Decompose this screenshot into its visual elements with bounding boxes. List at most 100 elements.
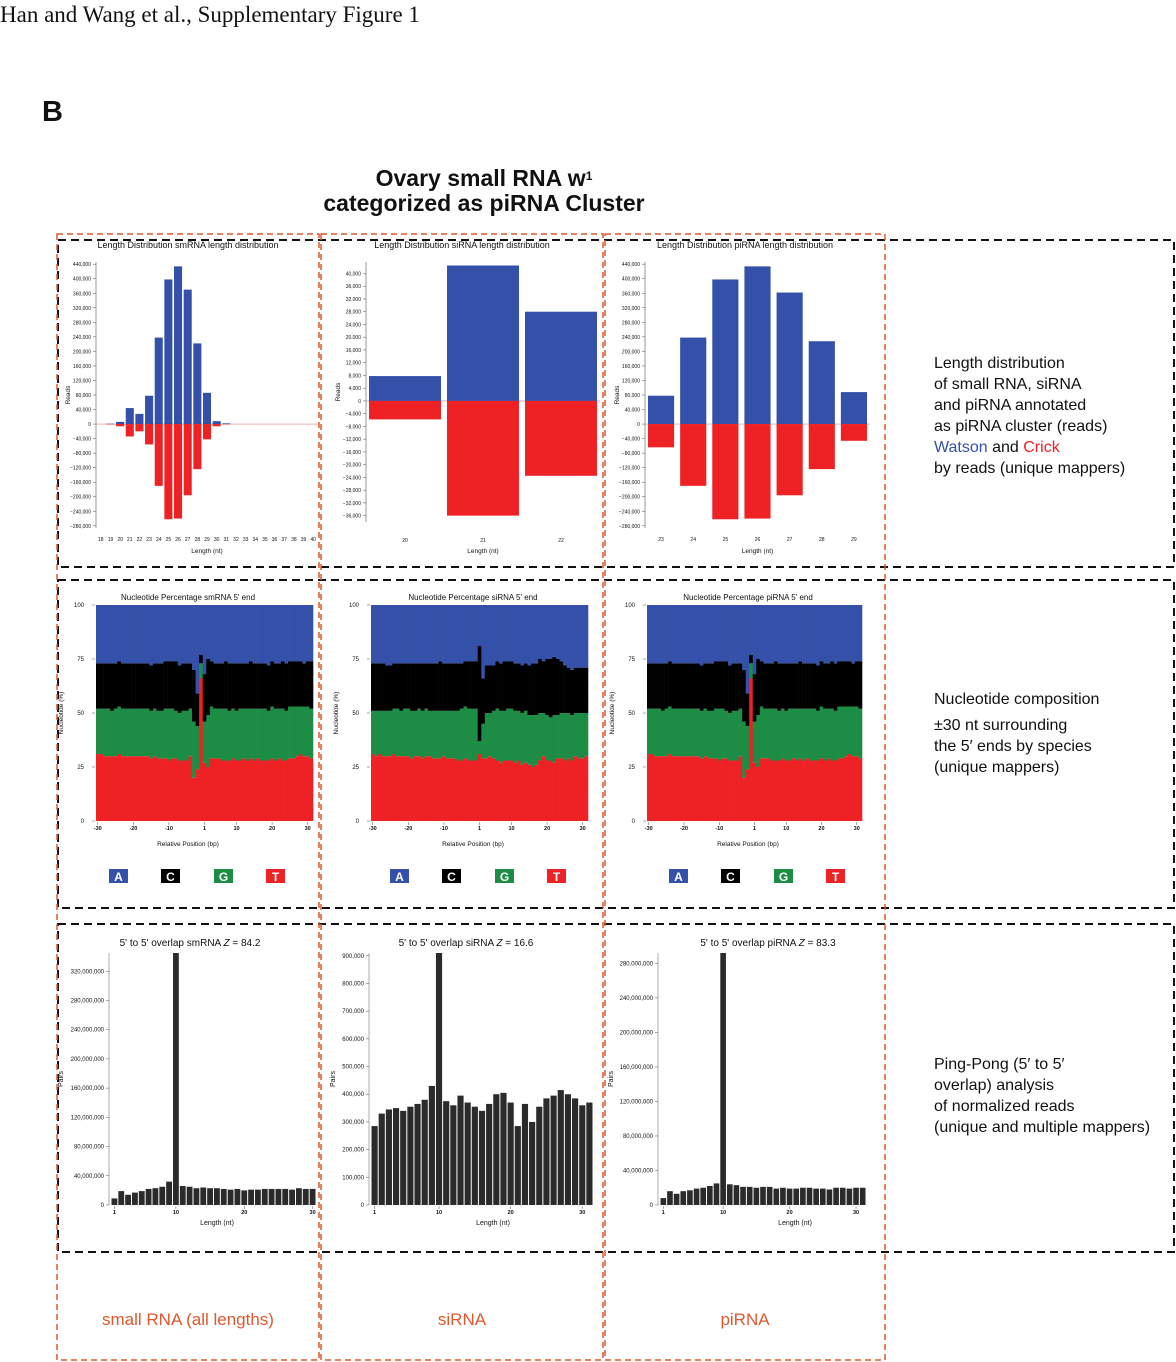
nucleotide-T-bar — [195, 769, 200, 821]
pingpong-bar — [514, 1126, 521, 1205]
nucleotide-A-bar — [227, 605, 232, 664]
nucleotide-C-bar — [410, 663, 414, 711]
figure-title-superscript: 1 — [585, 169, 593, 183]
y-tick-label: 0 — [632, 819, 636, 825]
nucleotide-G-bar — [395, 708, 400, 757]
nucleotide-C-bar — [491, 665, 496, 711]
nucleotide-A-bar — [657, 605, 662, 664]
nucleotide-A-bar — [474, 605, 479, 662]
y-tick-label: 360,000 — [73, 291, 91, 297]
nucleotide-T-bar — [756, 767, 761, 821]
y-tick-label: 120,000 — [622, 378, 640, 384]
nucleotide-C-bar — [99, 663, 104, 709]
nucleotide-G-bar — [463, 706, 468, 759]
crick-bar — [680, 424, 707, 486]
nucleotide-C-bar — [731, 663, 736, 711]
y-tick-label: 100 — [349, 603, 360, 609]
nucleotide-C-bar — [291, 661, 296, 707]
nucleotide-T-bar — [661, 756, 665, 821]
nucleotide-A-bar — [735, 605, 739, 664]
legend-C-label: C — [447, 870, 456, 884]
nucleotide-G-bar — [678, 708, 683, 757]
nucleotide-C-bar — [650, 663, 655, 709]
nucleotide-G-bar — [156, 710, 161, 759]
nucleotide-C-bar — [138, 663, 143, 709]
nucleotide-C-bar — [661, 663, 665, 711]
nucleotide-A-bar — [110, 605, 115, 664]
watson-bar — [193, 343, 202, 425]
y-tick-label: −32,000 — [343, 501, 361, 507]
y-tick-label: 160,000 — [622, 364, 640, 370]
pingpong-bar — [450, 1105, 457, 1205]
watson-bar — [776, 292, 803, 425]
nucleotide-A-bar — [160, 605, 164, 664]
y-tick-label: 80,000 — [625, 393, 641, 399]
nucleotide-C-bar — [202, 674, 207, 722]
y-tick-label: 440,000 — [73, 262, 91, 268]
pingpong-bar — [680, 1191, 687, 1205]
nucleotide-A-bar — [399, 605, 404, 664]
watson-bar — [145, 395, 154, 425]
nucleotide-C-bar — [830, 661, 835, 709]
column-label-small-rna: small RNA (all lengths) — [102, 1310, 274, 1329]
y-tick-label: −28,000 — [343, 488, 361, 494]
nucleotide-C-bar — [566, 667, 571, 713]
nucleotide-G-bar — [752, 721, 757, 763]
x-tick-label: 18 — [98, 537, 104, 543]
x-tick-label: 27 — [787, 537, 793, 543]
pingpong-row-description: Ping-Pong (5′ to 5′ overlap) analysis of… — [934, 1054, 1150, 1138]
nucleotide-C-bar — [573, 667, 578, 713]
nucleotide-G-bar — [721, 708, 725, 759]
nucleotide-G-bar — [770, 708, 775, 761]
crick-bar — [116, 424, 125, 427]
nucleotide-A-bar — [241, 605, 246, 664]
watson-bar — [116, 421, 125, 425]
nucleotide-T-bar — [241, 758, 246, 821]
y-tick-label: 80,000,000 — [74, 1145, 105, 1151]
legend-A-swatch — [109, 869, 128, 883]
pingpong-bar — [407, 1106, 414, 1205]
nucleotide-A-bar — [682, 605, 687, 664]
pingpong-bar — [806, 1187, 813, 1205]
nucleotide-G-bar — [234, 710, 239, 761]
nucleotide-G-bar — [149, 710, 154, 759]
y-tick-label: 280,000,000 — [620, 961, 654, 967]
nucleotide-A-bar — [854, 605, 859, 662]
nucleotide-A-bar — [403, 605, 407, 664]
nucleotide-G-bar — [385, 710, 390, 757]
nucleotide-A-bar — [371, 605, 375, 664]
pingpong-bar — [138, 1191, 145, 1205]
pingpong-bar — [839, 1187, 846, 1205]
crick-bar — [712, 424, 739, 520]
legend-T-label: T — [832, 870, 840, 884]
nucleotide-T-bar — [728, 760, 732, 821]
x-tick-label: -30 — [94, 826, 102, 832]
nucleotide-C-bar — [110, 663, 115, 711]
legend-G-swatch — [214, 869, 233, 883]
nucleotide-A-bar — [99, 605, 104, 664]
nucleotide-C-bar — [696, 663, 701, 709]
nucleotide-G-bar — [826, 708, 831, 759]
nucleotide-A-bar — [145, 605, 150, 664]
nucleotide-A-bar — [699, 605, 704, 666]
y-tick-label: 0 — [81, 819, 85, 825]
crick-bar — [125, 424, 134, 437]
nucleotide-T-bar — [417, 756, 422, 821]
nucleotide-A-bar — [192, 605, 196, 670]
pingpong-bar — [673, 1193, 680, 1205]
nucleotide-C-bar — [227, 663, 232, 711]
y-tick-label: 200,000 — [73, 349, 91, 355]
nucleotide-C-bar — [452, 663, 457, 711]
nucleotide-T-bar — [745, 769, 750, 821]
y-axis-label: Reads — [65, 385, 72, 405]
nucleotide-A-bar — [703, 605, 708, 664]
nucleotide-G-bar — [177, 713, 182, 761]
nucleotide-G-bar — [777, 710, 782, 761]
nucleotide-A-bar — [780, 605, 785, 664]
nucleotide-G-bar — [724, 710, 729, 759]
nucleotide-A-bar — [689, 605, 694, 664]
nucleotide-A-bar — [770, 605, 775, 664]
x-tick-label: 40 — [310, 537, 316, 543]
nucleotide-G-bar — [823, 708, 828, 761]
nucleotide-chart-title: Nucleotide Percentage piRNA 5' end — [683, 593, 813, 602]
